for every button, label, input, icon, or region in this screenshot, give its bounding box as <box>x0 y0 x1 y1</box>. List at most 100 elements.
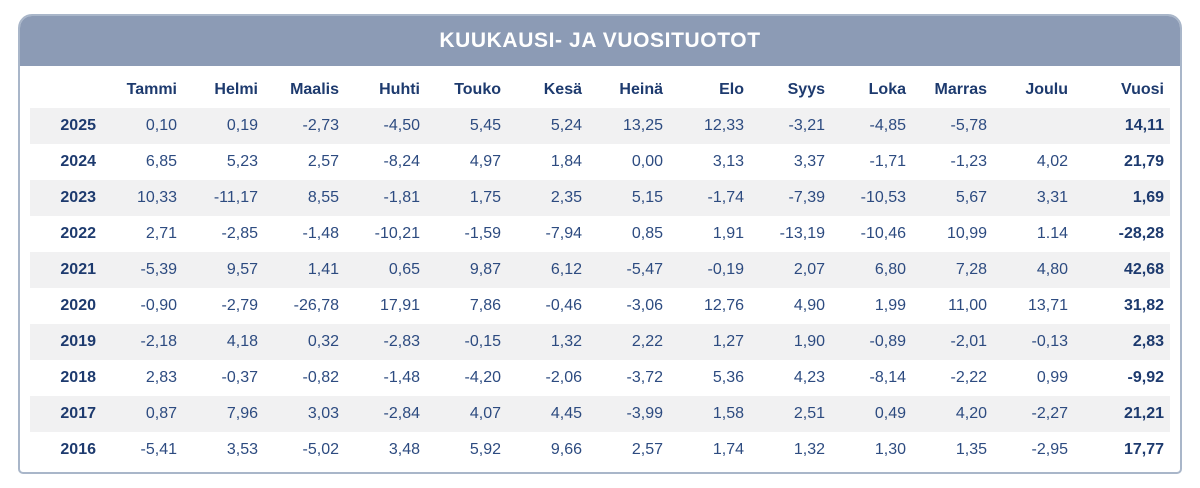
month-value-cell: 1,91 <box>712 225 744 242</box>
annual-value-cell: 21,79 <box>1123 153 1164 170</box>
month-value-cell: -3,06 <box>626 297 663 314</box>
annual-value-cell: 2,83 <box>1132 333 1164 350</box>
month-value-cell: -3,99 <box>626 405 663 422</box>
month-value-cell: 4,07 <box>469 405 501 422</box>
month-value-cell: -0,13 <box>1031 333 1068 350</box>
month-value-cell: 7,96 <box>226 405 258 422</box>
month-value-cell: -2,18 <box>140 333 177 350</box>
month-value-cell: 2,51 <box>793 405 825 422</box>
month-value-cell: -2,83 <box>383 333 420 350</box>
month-value-cell: -10,46 <box>860 225 906 242</box>
card-title: KUUKAUSI- JA VUOSITUOTOT <box>439 29 761 52</box>
month-value-cell: -2,95 <box>1031 441 1068 458</box>
row-year: 2023 <box>60 189 96 206</box>
header-row: Tammi Helmi Maalis Huhti Touko Kesä Heinä Elo Sy… <box>30 72 1170 108</box>
month-value-cell: -2,06 <box>545 369 582 386</box>
table-row: 2017 0,87 7,96 3,03 -2,84 4,07 4,45 -3,99 1,58 2,… <box>30 396 1170 432</box>
month-value-cell: 2,35 <box>550 189 582 206</box>
month-value-cell: 2,71 <box>145 225 177 242</box>
month-value-cell: 12,33 <box>703 117 744 134</box>
month-value-cell: 9,66 <box>550 441 582 458</box>
month-value-cell: -8,24 <box>383 153 420 170</box>
month-value-cell: 1,32 <box>793 441 825 458</box>
month-value-cell: 1,35 <box>955 441 987 458</box>
table-row: 2025 0,10 0,19 -2,73 -4,50 5,45 5,24 13,25 12,33… <box>30 108 1170 144</box>
month-value-cell: -2,79 <box>221 297 258 314</box>
column-header: Kesä <box>543 81 582 98</box>
column-header: Touko <box>454 81 501 98</box>
month-value-cell: -0,46 <box>545 297 582 314</box>
month-value-cell: -8,14 <box>869 369 906 386</box>
month-value-cell: -1,48 <box>302 225 339 242</box>
table-row: 2022 2,71 -2,85 -1,48 -10,21 -1,59 -7,94 0,85 1,… <box>30 216 1170 252</box>
month-value-cell: 0,99 <box>1036 369 1068 386</box>
row-year: 2022 <box>60 225 96 242</box>
month-value-cell: -5,02 <box>302 441 339 458</box>
month-value-cell: -2,85 <box>221 225 258 242</box>
column-header: Tammi <box>126 81 177 98</box>
column-header: Helmi <box>214 81 258 98</box>
month-value-cell: 1,99 <box>874 297 906 314</box>
annual-value-cell: 21,21 <box>1123 405 1164 422</box>
table-row: 2021 -5,39 9,57 1,41 0,65 9,87 6,12 -5,47 -0,19 2… <box>30 252 1170 288</box>
month-value-cell: 5,45 <box>469 117 501 134</box>
column-header: Elo <box>719 81 744 98</box>
month-value-cell: 1,32 <box>550 333 582 350</box>
column-header: Joulu <box>1025 81 1068 98</box>
table-row: 2016 -5,41 3,53 -5,02 3,48 5,92 9,66 2,57 1,74 1,… <box>30 432 1170 468</box>
month-value-cell: -2,27 <box>1031 405 1068 422</box>
month-value-cell: 10,33 <box>136 189 177 206</box>
row-year: 2016 <box>60 441 96 458</box>
annual-value-cell: 1,69 <box>1132 189 1164 206</box>
month-value-cell: 4,23 <box>793 369 825 386</box>
returns-card: KUUKAUSI- JA VUOSITUOTOT Tammi Helmi Maali… <box>18 14 1182 474</box>
month-value-cell: 0,10 <box>145 117 177 134</box>
annual-value-cell: 17,77 <box>1123 441 1164 458</box>
month-value-cell: 1,84 <box>550 153 582 170</box>
row-year: 2017 <box>60 405 96 422</box>
month-value-cell: -1,81 <box>383 189 420 206</box>
month-value-cell: -2,84 <box>383 405 420 422</box>
month-value-cell: 13,71 <box>1027 297 1068 314</box>
table-row: 2023 10,33 -11,17 8,55 -1,81 1,75 2,35 5,15 -1,7… <box>30 180 1170 216</box>
month-value-cell: 4,02 <box>1036 153 1068 170</box>
month-value-cell: -5,41 <box>140 441 177 458</box>
month-value-cell: -2,22 <box>950 369 987 386</box>
column-header: Huhti <box>379 81 420 98</box>
month-value-cell: 5,36 <box>712 369 744 386</box>
month-value-cell: 3,37 <box>793 153 825 170</box>
table-row: 2018 2,83 -0,37 -0,82 -1,48 -4,20 -2,06 -3,72 5,… <box>30 360 1170 396</box>
month-value-cell: -1,74 <box>707 189 744 206</box>
month-value-cell: 7,28 <box>955 261 987 278</box>
month-value-cell: -13,19 <box>779 225 825 242</box>
annual-value-cell: 14,11 <box>1124 117 1164 134</box>
month-value-cell: 0,00 <box>631 153 663 170</box>
month-value-cell: -1,71 <box>869 153 906 170</box>
month-value-cell: -26,78 <box>293 297 339 314</box>
month-value-cell: 0,65 <box>388 261 420 278</box>
month-value-cell: -0,90 <box>140 297 177 314</box>
month-value-cell: 6,85 <box>145 153 177 170</box>
month-value-cell: 9,57 <box>226 261 258 278</box>
month-value-cell: -0,15 <box>464 333 501 350</box>
month-value-cell: -2,73 <box>302 117 339 134</box>
month-value-cell: 1,30 <box>874 441 906 458</box>
month-value-cell: -4,85 <box>869 117 906 134</box>
month-value-cell: -0,37 <box>221 369 258 386</box>
month-value-cell: 3,13 <box>712 153 744 170</box>
card-header: KUUKAUSI- JA VUOSITUOTOT <box>20 16 1180 66</box>
month-value-cell: 1,41 <box>307 261 339 278</box>
month-value-cell: 7,86 <box>469 297 501 314</box>
row-year: 2019 <box>60 333 96 350</box>
month-value-cell: 5,23 <box>226 153 258 170</box>
column-header: Loka <box>868 81 906 98</box>
month-value-cell: 1,75 <box>469 189 501 206</box>
month-value-cell: 5,67 <box>955 189 987 206</box>
row-year: 2018 <box>60 369 96 386</box>
month-value-cell: 4,97 <box>469 153 501 170</box>
month-value-cell: 3,03 <box>307 405 339 422</box>
month-value-cell: -7,39 <box>788 189 825 206</box>
month-value-cell: 2,07 <box>793 261 825 278</box>
month-value-cell: 13,25 <box>622 117 663 134</box>
month-value-cell: -0,89 <box>869 333 906 350</box>
